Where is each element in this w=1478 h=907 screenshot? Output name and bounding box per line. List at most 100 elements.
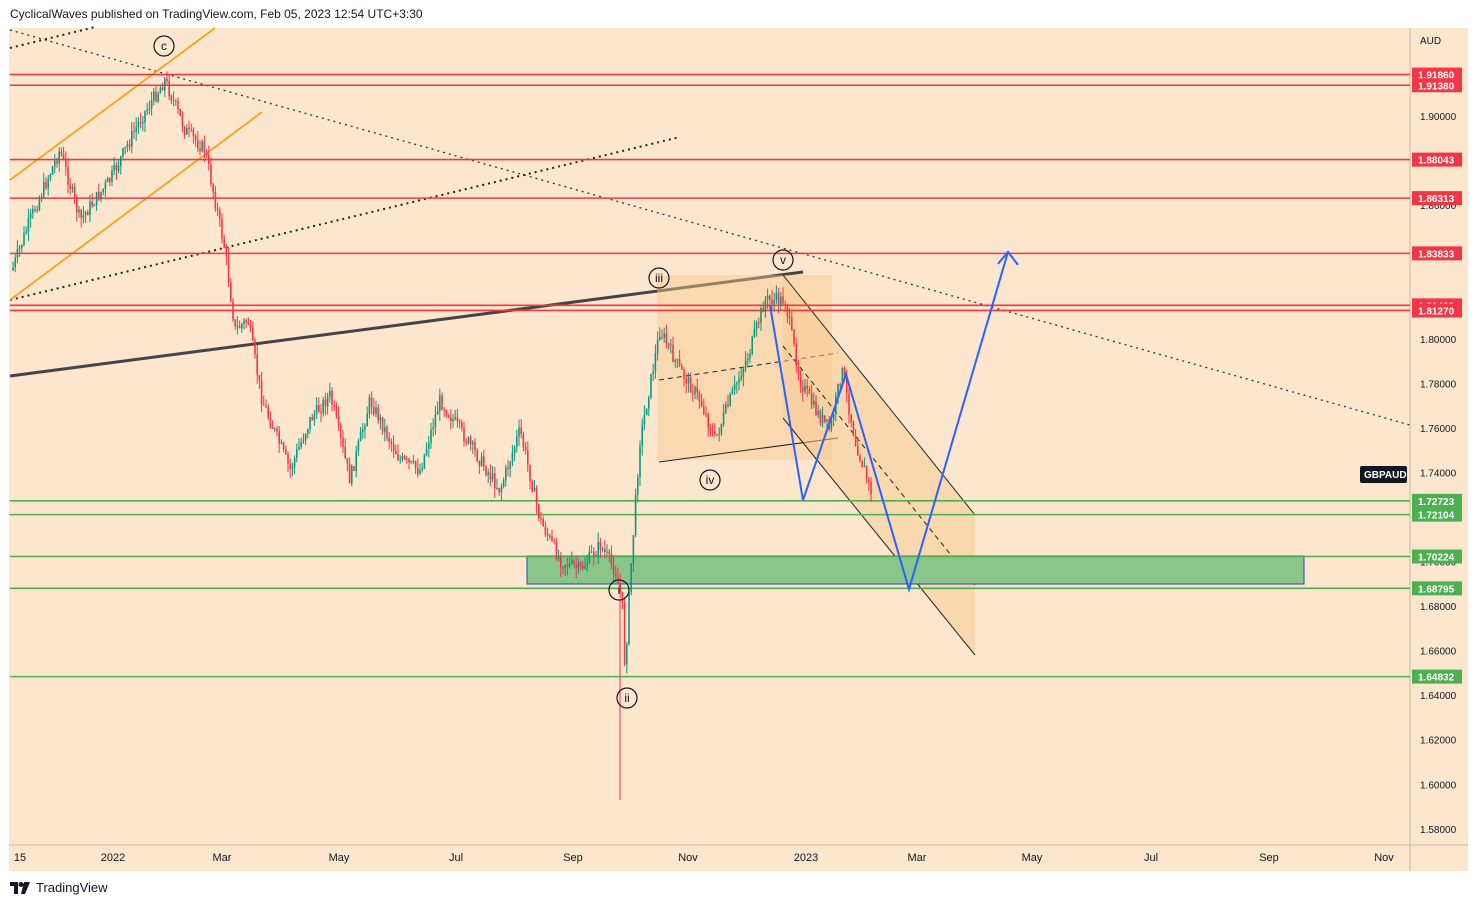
horizontal-levels — [10, 73, 1410, 678]
candle-body — [390, 441, 393, 444]
tradingview-footer[interactable]: TradingView — [10, 880, 108, 895]
candle-body — [771, 299, 773, 304]
candle-body — [766, 295, 769, 300]
candle-body — [832, 413, 835, 420]
candle-body — [736, 383, 738, 385]
candle-body — [104, 182, 107, 189]
candle-body — [386, 427, 388, 438]
candle-body — [304, 434, 307, 441]
candle-body — [480, 456, 483, 466]
candle-body — [780, 296, 782, 305]
candle-body — [648, 397, 650, 409]
resistance-level-label: 1.83833 — [1418, 249, 1455, 260]
price-tick-label: 1.58000 — [1420, 825, 1457, 836]
candle-body — [122, 148, 124, 157]
candle-body — [639, 445, 641, 478]
candle-body — [513, 447, 516, 453]
candle-body — [126, 144, 129, 147]
candle-body — [375, 407, 377, 415]
candle-body — [450, 417, 452, 422]
candle-body — [452, 419, 454, 422]
candle-body — [439, 395, 441, 412]
candle-body — [315, 404, 318, 415]
candle-body — [700, 400, 703, 407]
candle-body — [859, 455, 861, 461]
candle-body — [124, 146, 126, 149]
candle-body — [102, 188, 104, 192]
support-level-tag — [1412, 493, 1462, 508]
candle-body — [384, 427, 386, 432]
candle-body — [263, 404, 265, 406]
candle-body — [854, 435, 857, 446]
candle-body — [219, 210, 221, 219]
candle-body — [520, 427, 522, 435]
candle-body — [232, 301, 234, 320]
resistance-level-tag — [1412, 67, 1462, 82]
candle-body — [674, 359, 676, 362]
candle-body — [148, 108, 151, 110]
candle-body — [137, 122, 140, 128]
candle-body — [256, 354, 258, 375]
candle-body — [21, 244, 23, 248]
candle-body — [848, 392, 850, 415]
candle-body — [238, 326, 241, 329]
candle-body — [194, 136, 197, 141]
candle-body — [381, 417, 384, 432]
price-tick-label: 1.86000 — [1420, 201, 1457, 212]
candle-body — [857, 445, 859, 456]
candle-body — [634, 495, 637, 536]
candle-body — [340, 424, 342, 438]
candle-body — [252, 327, 254, 341]
candle-body — [280, 442, 283, 444]
candle-body — [227, 256, 230, 283]
major-trend-line — [9, 270, 804, 378]
candle-body — [410, 461, 412, 463]
candle-body — [661, 336, 663, 338]
candle-body — [236, 326, 239, 328]
candle-body — [870, 481, 872, 495]
support-level-tag — [1412, 549, 1462, 564]
candle-body — [544, 526, 547, 535]
candle-body — [318, 404, 320, 412]
time-tick-label: May — [329, 852, 350, 864]
price-tick-label: 1.78000 — [1420, 379, 1457, 390]
candle-body — [597, 541, 599, 556]
time-tick-label: Nov — [678, 852, 698, 864]
candle-body — [274, 428, 276, 430]
candle-body — [82, 214, 85, 218]
candle-body — [333, 404, 335, 408]
support-level-label: 1.72723 — [1418, 497, 1455, 508]
candle-body — [289, 463, 291, 469]
candle-body — [538, 504, 540, 519]
tradingview-logo-icon — [10, 881, 30, 894]
chart-frame[interactable] — [9, 28, 1468, 871]
candle-body — [421, 468, 423, 471]
time-axis: 15 2022 Mar May Jul Sep Nov 2023 Mar May Jul Sep Nov — [14, 852, 1394, 864]
candle-body — [78, 209, 80, 213]
candle-body — [707, 414, 709, 428]
candle-body — [95, 192, 98, 206]
candle-body — [498, 487, 500, 493]
candle-body — [366, 413, 368, 427]
candle-body — [181, 115, 184, 127]
candle-body — [516, 436, 518, 448]
candle-body — [401, 456, 404, 460]
candle-body — [93, 205, 96, 207]
candle-body — [408, 458, 410, 463]
candle-body — [168, 81, 170, 97]
candle-body — [84, 212, 87, 215]
wave-label: i — [618, 583, 621, 597]
candle-body — [476, 450, 478, 462]
candle-body — [49, 174, 52, 179]
candle-body — [203, 141, 206, 153]
candle-body — [628, 591, 630, 645]
candle-body — [368, 397, 371, 414]
resistance-level-tag — [1412, 246, 1462, 261]
support-level-tag — [1412, 581, 1462, 596]
candle-body — [868, 478, 870, 482]
candle-body — [500, 486, 503, 493]
orange-channel-upper — [9, 27, 216, 181]
candle-body — [507, 467, 509, 469]
candle-body — [595, 555, 597, 557]
